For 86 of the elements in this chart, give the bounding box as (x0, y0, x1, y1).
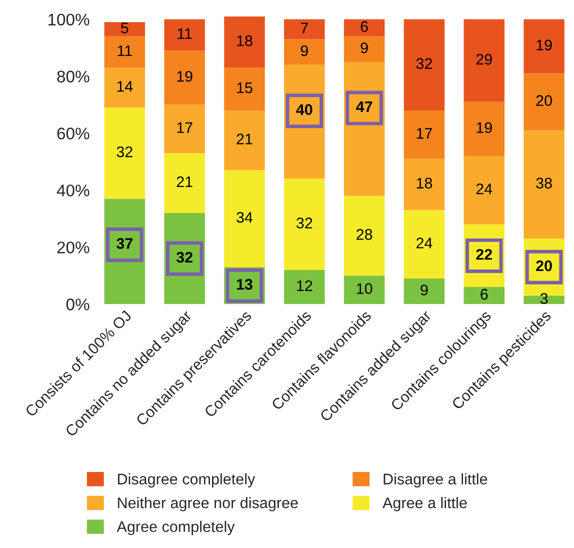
data-label: 7 (300, 22, 308, 34)
data-label: 19 (177, 70, 192, 82)
annotation: 47 (356, 101, 372, 112)
bar (464, 287, 505, 304)
bar (344, 62, 385, 196)
data-label: 24 (416, 238, 432, 248)
bar (524, 73, 564, 130)
bar (524, 130, 564, 239)
data-label: 32 (296, 218, 312, 228)
bar (104, 198, 146, 304)
bar (104, 108, 146, 199)
data-label: 28 (356, 229, 372, 240)
bar (224, 170, 265, 268)
bar (104, 22, 146, 36)
bar (464, 102, 505, 156)
data-label: 20 (536, 95, 552, 106)
data-label: 10 (356, 283, 372, 294)
bar (224, 16, 265, 68)
data-label: 17 (416, 128, 432, 139)
bar (104, 36, 146, 68)
bar (284, 64, 325, 179)
data-label: 19 (476, 122, 492, 134)
bar (224, 110, 265, 170)
data-label: 15 (237, 82, 252, 94)
data-label: 32 (416, 58, 432, 69)
annotation: 37 (116, 238, 132, 249)
data-label: 18 (237, 35, 252, 46)
bar (344, 276, 385, 304)
data-label: 9 (420, 284, 428, 296)
data-label: 19 (536, 40, 552, 50)
bar (344, 19, 385, 36)
data-label: 32 (116, 146, 132, 158)
bar (404, 158, 445, 210)
data-label: 5 (121, 22, 128, 34)
data-label: 18 (416, 178, 432, 189)
bar (284, 39, 325, 65)
bar (404, 278, 445, 304)
data-label: 6 (360, 21, 368, 32)
bar (164, 104, 205, 154)
y-tick-label: 80% (57, 70, 90, 82)
data-label: 11 (118, 45, 132, 56)
data-label: 3 (540, 293, 548, 304)
data-label: 9 (360, 42, 368, 54)
data-label: 34 (236, 212, 253, 223)
bar (404, 19, 445, 110)
data-label: 24 (476, 183, 492, 194)
bar (284, 178, 325, 270)
legend-label: Agree a little (382, 497, 467, 512)
data-label: 11 (178, 28, 192, 39)
legend-label: Disagree a little (384, 473, 488, 488)
y-tick-label: 40% (56, 184, 90, 196)
y-tick-label: 100% (48, 14, 90, 26)
bar (464, 19, 505, 102)
bar (464, 156, 505, 224)
bar (104, 68, 146, 108)
legend-label: Agree completely (116, 520, 235, 536)
annotation: 40 (296, 104, 312, 115)
data-label: 17 (177, 122, 192, 133)
bar (404, 210, 445, 279)
bar (284, 19, 325, 40)
data-label: 9 (300, 45, 308, 56)
legend-label: Neither agree nor disagree (118, 497, 298, 512)
bar (164, 19, 205, 51)
bar (164, 153, 205, 213)
data-label: 21 (176, 176, 192, 188)
data-label: 6 (480, 288, 488, 300)
legend-label: Disagree completely (118, 473, 256, 488)
y-tick-label: 0% (66, 298, 90, 310)
data-label: 29 (476, 54, 492, 65)
bar (344, 196, 385, 276)
annotation: 20 (536, 260, 552, 272)
data-label: 38 (536, 178, 552, 189)
bar (284, 270, 325, 304)
data-label: 12 (297, 280, 312, 291)
bar (164, 50, 205, 105)
bar (344, 36, 385, 62)
bar (404, 110, 445, 159)
data-label: 14 (117, 81, 133, 92)
data-label: 21 (236, 134, 252, 144)
annotation: 22 (476, 249, 492, 260)
bar (524, 19, 564, 74)
annotation: 13 (236, 278, 252, 290)
y-tick-label: 60% (57, 128, 90, 140)
annotation: 32 (176, 252, 192, 263)
y-tick-label: 20% (57, 242, 90, 254)
bar (224, 68, 265, 110)
